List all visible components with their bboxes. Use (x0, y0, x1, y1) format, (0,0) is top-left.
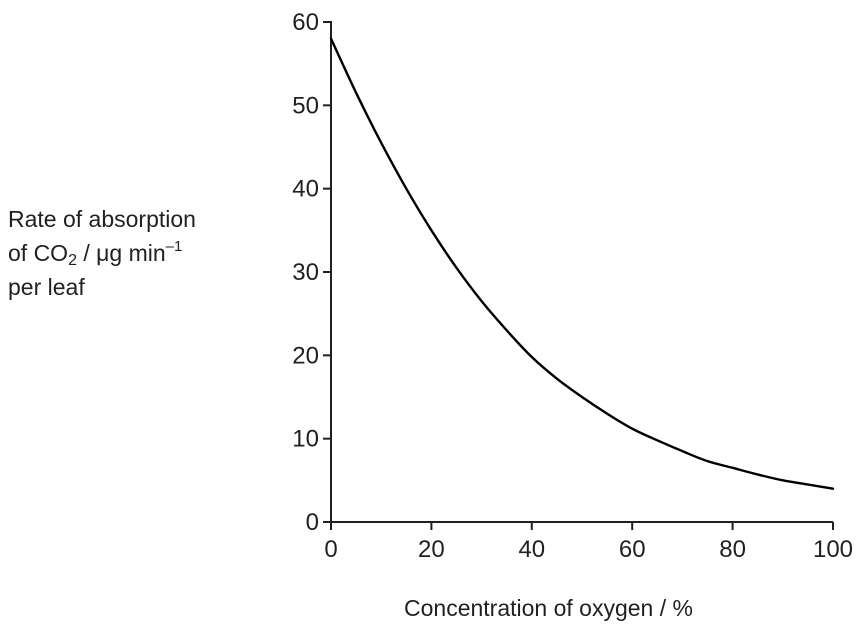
x-tick-label: 40 (518, 536, 545, 563)
y-axis-label-unit: / μg min (76, 240, 166, 266)
ticks: 0 10 20 30 40 50 60 0 20 40 60 80 100 (292, 9, 853, 563)
y-tick-label: 40 (292, 176, 319, 203)
series-line (329, 37, 835, 490)
x-tick-label: 60 (619, 536, 646, 563)
axes (330, 21, 833, 523)
x-tick-label: 80 (719, 536, 746, 563)
y-axis-label-line1: Rate of absorption (8, 206, 196, 232)
y-tick-label: 20 (292, 342, 319, 369)
x-axis-label: Concentration of oxygen / % (404, 595, 693, 621)
y-axis-label-co2: of CO (8, 240, 69, 266)
series-layer (329, 37, 835, 490)
y-axis-label: Rate of absorption of CO2 / μg min–1 per… (8, 202, 196, 304)
y-tick-label: 60 (292, 9, 319, 36)
x-tick-label: 0 (324, 536, 337, 563)
y-axis-label-line3: per leaf (8, 274, 85, 300)
y-tick-label: 30 (292, 259, 319, 286)
y-axis-label-superscript: –1 (165, 238, 183, 255)
y-axis-label-subscript: 2 (68, 252, 77, 269)
y-tick-label: 0 (306, 509, 319, 536)
x-tick-label: 20 (418, 536, 445, 563)
y-axis-label-line2: of CO2 / μg min–1 (8, 236, 196, 270)
y-tick-label: 50 (292, 92, 319, 119)
y-tick-label: 10 (292, 426, 319, 453)
x-tick-label: 100 (813, 536, 853, 563)
